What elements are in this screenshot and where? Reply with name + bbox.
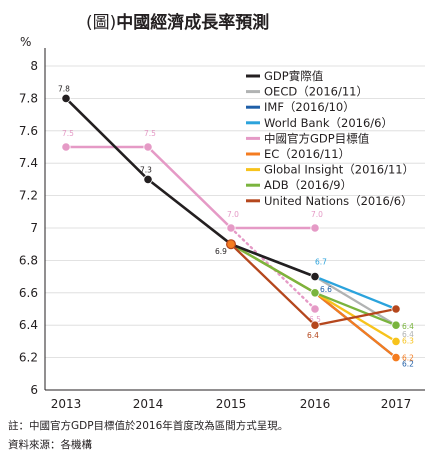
data-label: 7.0 (311, 210, 323, 219)
data-point (310, 271, 320, 282)
legend-item: EC（2016/11） (264, 147, 350, 161)
chart-footnote: 註：中國官方GDP目標值於2016年首度改為區間方式呈現。 (8, 420, 289, 432)
y-tick-label: 6.4 (19, 318, 38, 332)
legend-item: ADB（2016/9） (264, 178, 352, 192)
x-tick-label: 2015 (216, 397, 247, 411)
legend-item: GDP實際值 (264, 69, 324, 83)
legend-item: IMF（2016/10） (264, 100, 355, 114)
data-point (391, 336, 401, 346)
chart-title-prefix: (圖) (86, 13, 117, 33)
data-point (226, 239, 237, 250)
y-tick-label: 6.6 (19, 286, 38, 300)
legend-item: United Nations（2016/6） (264, 194, 413, 208)
data-label: 7.0 (227, 210, 239, 219)
y-tick-label: 7.8 (19, 91, 38, 105)
data-point (61, 93, 71, 104)
series-line (65, 97, 316, 278)
x-tick-label: 2013 (51, 397, 82, 411)
data-label: 7.8 (58, 84, 70, 93)
data-label: 6.2 (402, 360, 414, 369)
data-point (310, 223, 320, 233)
data-label: 6.3 (402, 336, 414, 345)
data-point (61, 142, 71, 152)
data-point (310, 288, 320, 298)
series-line (230, 243, 397, 359)
data-label: 6.4 (307, 331, 319, 340)
data-label: 6.2 (402, 354, 414, 363)
chart-source: 資料來源：各機構 (8, 439, 92, 451)
data-label: 7.5 (144, 129, 156, 138)
y-tick-label: 8 (30, 59, 38, 73)
chart-title: (圖)中國經濟成長率預測 (86, 8, 269, 33)
legend-item: Global Insight（2016/11） (264, 163, 414, 177)
y-tick-label: 6.2 (19, 351, 38, 365)
data-point (310, 320, 320, 330)
y-tick-label: 6.8 (19, 253, 38, 267)
data-point (143, 174, 153, 184)
x-tick-label: 2016 (300, 397, 331, 411)
y-tick-label: 6 (30, 383, 38, 397)
data-label: 6.7 (315, 258, 327, 267)
legend-item: 中國官方GDP目標值 (264, 131, 370, 145)
y-tick-label: 7.2 (19, 189, 38, 203)
data-point (310, 304, 320, 314)
series-line (66, 145, 315, 230)
data-label: 6.6 (320, 285, 332, 294)
chart-title-main: 中國經濟成長率預測 (116, 13, 270, 33)
data-label: 6.9 (215, 247, 227, 256)
y-tick-label: 7.6 (19, 124, 38, 138)
series-line (230, 243, 397, 359)
x-tick-label: 2014 (133, 397, 164, 411)
data-label: 6.5 (309, 315, 321, 324)
y-tick-label: 7.4 (19, 156, 38, 170)
data-label: 6.4 (402, 322, 414, 331)
data-point (391, 352, 401, 363)
data-label: 7.5 (62, 129, 74, 138)
data-label: 6.4 (402, 330, 414, 339)
data-point (391, 304, 401, 314)
x-tick-label: 2017 (381, 397, 412, 411)
data-point (391, 320, 401, 330)
y-axis-unit-label: % (20, 35, 31, 49)
data-label: 7.3 (140, 165, 152, 174)
legend-item: OECD（2016/11） (264, 85, 368, 99)
data-point (143, 142, 153, 152)
legend-item: World Bank（2016/6） (264, 116, 393, 130)
y-tick-label: 7 (30, 221, 38, 235)
